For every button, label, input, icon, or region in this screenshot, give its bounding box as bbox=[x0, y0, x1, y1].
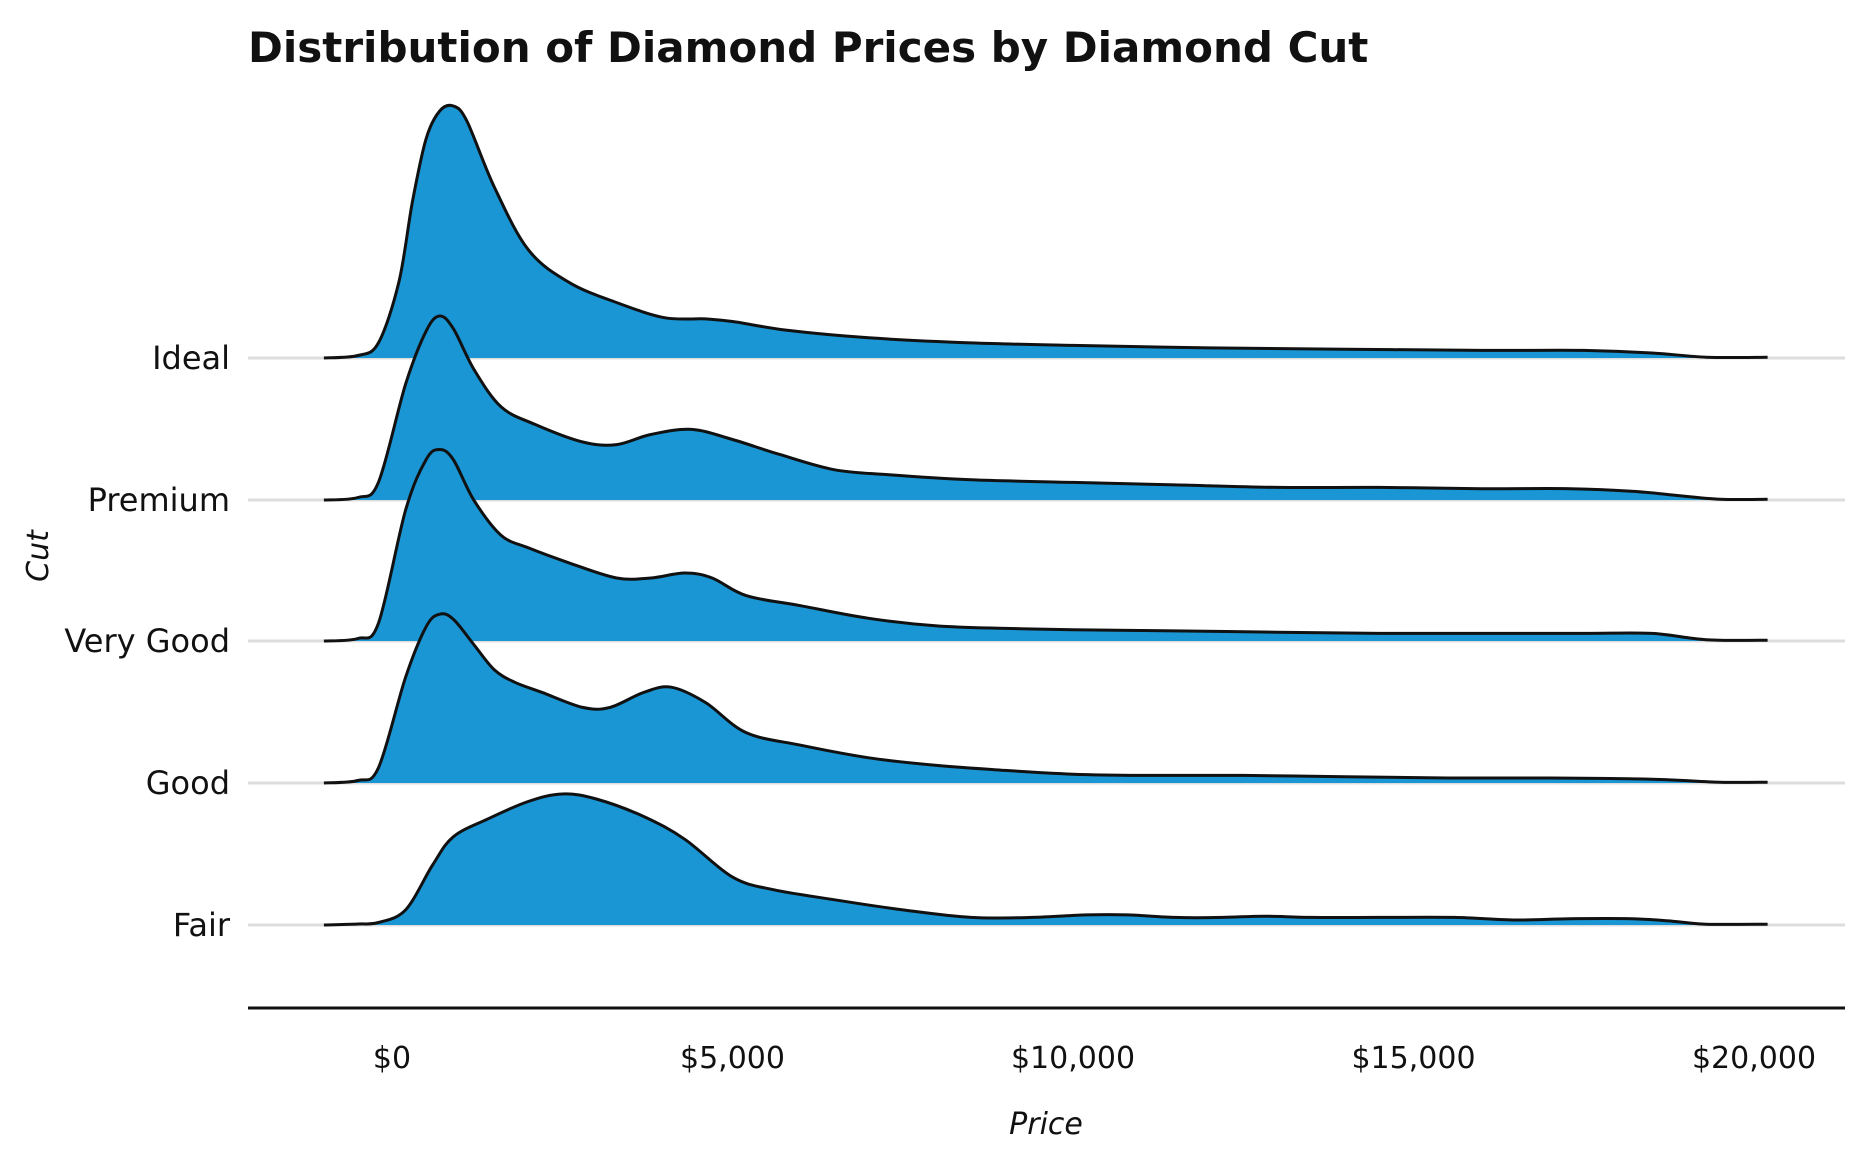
category-labels: Fair Good Very Good Premium Ideal bbox=[64, 339, 230, 944]
y-axis-title: Cut bbox=[21, 529, 56, 582]
chart-title: Distribution of Diamond Prices by Diamon… bbox=[248, 23, 1368, 72]
category-label-good: Good bbox=[146, 764, 230, 802]
category-label-ideal: Ideal bbox=[152, 339, 230, 377]
ridge-line-premium bbox=[323, 314, 1768, 502]
x-tick-label-10000: $10,000 bbox=[1011, 1041, 1135, 1076]
ridge-good bbox=[323, 612, 1768, 785]
x-tick-label-0: $0 bbox=[373, 1041, 411, 1076]
ridge-line-very-good bbox=[323, 448, 1768, 643]
ridge-line-ideal bbox=[323, 103, 1768, 360]
ridge-fair bbox=[323, 792, 1768, 927]
ridge-area-premium bbox=[323, 315, 1768, 500]
ridge-area-good bbox=[323, 613, 1768, 783]
ridge-area-very-good bbox=[323, 449, 1768, 641]
x-tick-label-20000: $20,000 bbox=[1692, 1041, 1816, 1076]
ridge-area-fair bbox=[323, 793, 1768, 925]
ridge-very-good bbox=[323, 448, 1768, 643]
x-axis-title: Price bbox=[1009, 1107, 1083, 1142]
x-tick-labels: $0 $5,000 $10,000 $15,000 $20,000 bbox=[373, 1041, 1816, 1076]
x-tick-label-5000: $5,000 bbox=[680, 1041, 785, 1076]
ridge-line-fair bbox=[323, 792, 1768, 927]
category-label-fair: Fair bbox=[173, 906, 231, 944]
ridge-premium bbox=[323, 314, 1768, 502]
ridge-line-good bbox=[323, 612, 1768, 785]
x-tick-label-15000: $15,000 bbox=[1351, 1041, 1475, 1076]
ridge-ideal bbox=[323, 103, 1768, 360]
ridges bbox=[323, 103, 1768, 927]
category-label-premium: Premium bbox=[88, 481, 230, 519]
ridge-area-ideal bbox=[323, 105, 1768, 358]
category-label-very-good: Very Good bbox=[64, 622, 230, 660]
